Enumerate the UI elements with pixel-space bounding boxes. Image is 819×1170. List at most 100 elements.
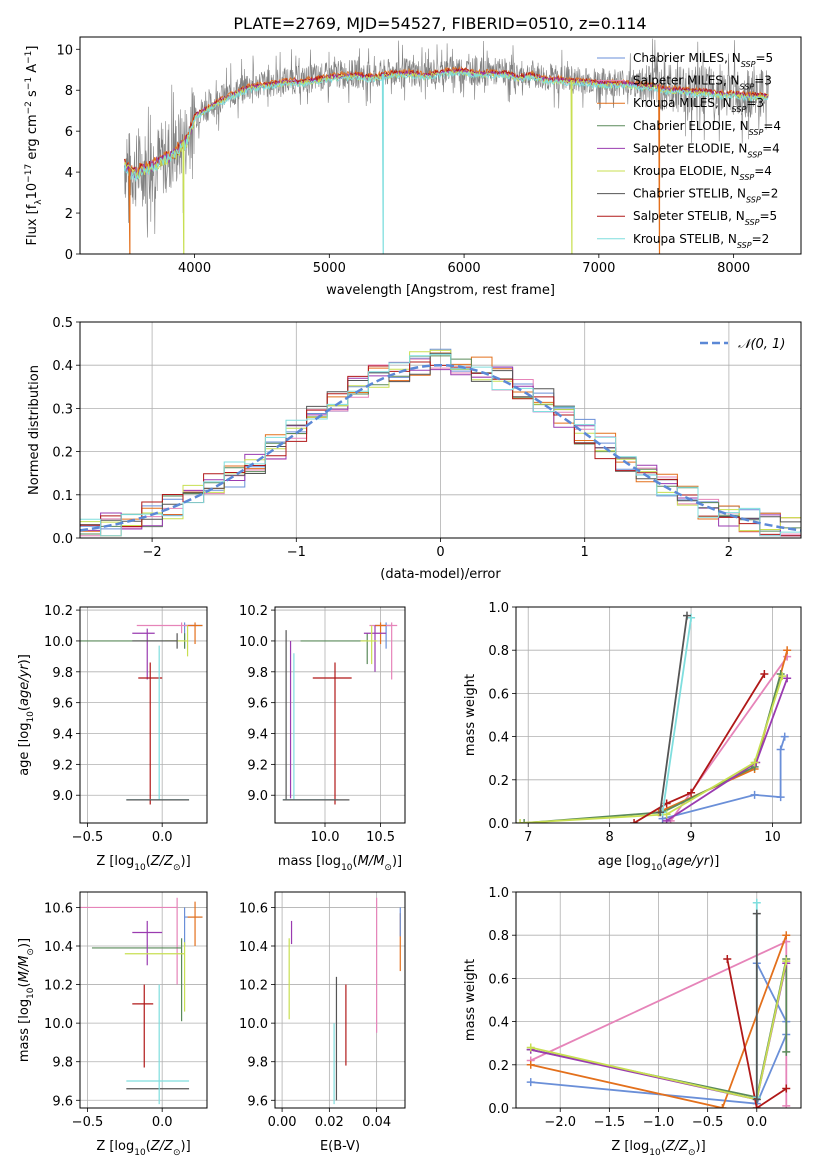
x-tick-label: 0.0 bbox=[152, 1115, 173, 1130]
legend-entry: Salpeter ELODIE, NSSP=4 bbox=[633, 141, 780, 159]
y-tick-label: 10.0 bbox=[239, 635, 268, 650]
y-tick-label: 9.8 bbox=[52, 666, 73, 681]
chart-mass_vs_Z: −0.5 0.0 9.6 9.8 10.0 10.2 10.4 10.6 Z [log10(Z/… bbox=[17, 891, 208, 1158]
y-tick-label: 9.6 bbox=[247, 1094, 268, 1109]
weight-point-marker bbox=[752, 1104, 761, 1108]
weight-point-marker bbox=[760, 669, 769, 678]
x-axis-label: Z [log10(Z/Z⊙)] bbox=[96, 1139, 190, 1158]
x-tick-label: 0 bbox=[436, 545, 444, 560]
weight-series-line bbox=[633, 673, 766, 823]
weight-point-marker bbox=[780, 732, 789, 741]
y-tick-label: 0.5 bbox=[52, 316, 73, 331]
weight-point-marker bbox=[752, 898, 761, 907]
axes-frame bbox=[79, 606, 208, 824]
x-tick-label: 0.00 bbox=[268, 1115, 297, 1130]
weight-point-marker bbox=[782, 1101, 791, 1108]
figure-title: PLATE=2769, MJD=54527, FIBERID=0510, z=0… bbox=[233, 14, 646, 33]
plot-area bbox=[124, 38, 769, 254]
weight-series-line bbox=[520, 675, 784, 823]
x-axis-label: E(B-V) bbox=[320, 1139, 360, 1154]
weight-series-line bbox=[666, 677, 789, 822]
x-tick-label: −0.5 bbox=[72, 830, 104, 845]
axes-frame bbox=[274, 891, 406, 1109]
y-tick-label: 0.8 bbox=[488, 929, 509, 944]
weight-point-marker bbox=[687, 788, 696, 797]
y-tick-label: 0.0 bbox=[488, 1102, 509, 1117]
axes-frame bbox=[274, 606, 406, 824]
weight-point-marker bbox=[656, 808, 665, 817]
weight-series-line bbox=[661, 617, 692, 813]
y-tick-label: 0 bbox=[65, 248, 73, 263]
weight-point-marker bbox=[630, 819, 639, 823]
y-axis-label: mass weight bbox=[463, 674, 478, 756]
y-tick-label: 6 bbox=[65, 125, 73, 140]
spectrum-legend: Chabrier MILES, NSSP=5 Salpeter MILES, NS… bbox=[597, 51, 781, 249]
weight-point-marker bbox=[776, 745, 785, 754]
y-tick-label: 10.0 bbox=[44, 635, 73, 650]
x-tick-label: 7 bbox=[524, 830, 532, 845]
x-tick-label: 1 bbox=[581, 545, 589, 560]
x-tick-label: −0.5 bbox=[692, 1115, 724, 1130]
y-tick-label: 10.4 bbox=[44, 940, 73, 955]
chart-weight_vs_age: 7 8 9 10 0.0 0.2 0.4 0.6 0.8 1.0 age [log10(age/yr… bbox=[463, 601, 802, 873]
x-axis-label: mass [log10(M/M⊙)] bbox=[278, 854, 402, 873]
y-tick-label: 10.0 bbox=[239, 1017, 268, 1032]
y-axis-label: mass weight bbox=[463, 959, 478, 1041]
y-axis-label: mass [log10(M/M⊙)] bbox=[17, 938, 36, 1062]
y-tick-label: 9.8 bbox=[247, 1056, 268, 1071]
legend-entry: Salpeter STELIB, NSSP=5 bbox=[633, 209, 777, 227]
plot-area bbox=[516, 611, 792, 823]
spectrum-dropout bbox=[381, 73, 384, 254]
x-tick-label: 7000 bbox=[582, 261, 615, 276]
y-tick-label: 10.4 bbox=[239, 940, 268, 955]
plot-area bbox=[80, 897, 203, 1105]
gaussian-reference-line bbox=[80, 363, 801, 532]
axes-frame bbox=[515, 606, 802, 824]
chart-weight_vs_Z: −2.0 −1.5 −1.0 −0.5 0.0 0.0 0.2 0.4 0.6 0.8 1.0 Z [… bbox=[463, 886, 802, 1158]
weight-point-marker bbox=[723, 954, 732, 963]
y-tick-label: 10.6 bbox=[44, 901, 73, 916]
weight-point-marker bbox=[750, 758, 759, 767]
legend-entry: Kroupa ELODIE, NSSP=4 bbox=[633, 164, 772, 182]
x-axis-label: age [log10(age/yr)] bbox=[598, 854, 720, 873]
x-tick-label: −1 bbox=[287, 545, 306, 560]
x-axis-label: wavelength [Angstrom, rest frame] bbox=[326, 283, 555, 298]
y-axis-label: age [log10(age/yr)] bbox=[17, 654, 36, 776]
y-tick-label: 9.6 bbox=[52, 697, 73, 712]
legend-entry: Salpeter MILES, NSSP=3 bbox=[633, 74, 772, 92]
weight-point-marker bbox=[752, 1095, 761, 1104]
weight-point-marker bbox=[516, 819, 525, 823]
residual-histogram-line bbox=[80, 353, 801, 537]
chart-age_vs_mass: 10.0 10.5 9.0 9.2 9.4 9.6 9.8 10.0 10.2 mass [log… bbox=[239, 604, 406, 873]
y-tick-label: 10.2 bbox=[239, 604, 268, 619]
weight-point-marker bbox=[750, 790, 759, 799]
spectrum-dropout bbox=[570, 79, 573, 254]
x-tick-label: 0.02 bbox=[315, 1115, 344, 1130]
x-tick-label: 5000 bbox=[313, 261, 346, 276]
legend-entry: Chabrier STELIB, NSSP=2 bbox=[633, 187, 778, 205]
y-tick-label: 10.0 bbox=[44, 1017, 73, 1032]
weight-series-line bbox=[530, 934, 788, 1108]
y-tick-label: 0.6 bbox=[488, 972, 509, 987]
chart-spectrum: 4000 5000 6000 7000 8000 0 2 4 6 8 10 Chabrier MILE… bbox=[24, 36, 802, 298]
legend-entry: 𝒩(0, 1) bbox=[738, 337, 785, 352]
x-tick-label: 0.0 bbox=[746, 1115, 767, 1130]
spectrum-dropout bbox=[182, 141, 185, 254]
plot-area bbox=[80, 348, 801, 537]
chart-age_vs_Z: −0.5 0.0 9.0 9.2 9.4 9.6 9.8 10.0 10.2 Z [log10(Z… bbox=[17, 604, 208, 873]
legend-entry: Kroupa STELIB, NSSP=2 bbox=[633, 232, 769, 250]
x-tick-label: −0.5 bbox=[72, 1115, 104, 1130]
weight-point-marker bbox=[526, 1043, 535, 1052]
weight-point-marker bbox=[782, 931, 791, 940]
y-tick-label: 9.4 bbox=[247, 728, 268, 743]
plot-area bbox=[282, 622, 398, 805]
axes-frame bbox=[79, 891, 208, 1109]
y-tick-label: 0.0 bbox=[52, 532, 73, 547]
y-tick-label: 0.8 bbox=[488, 644, 509, 659]
x-axis-label: Z [log10(Z/Z⊙)] bbox=[96, 854, 190, 873]
y-tick-label: 9.0 bbox=[247, 789, 268, 804]
x-tick-label: 10.5 bbox=[366, 830, 395, 845]
x-tick-label: −2 bbox=[143, 545, 162, 560]
legend-entry: Kroupa MILES, NSSP=3 bbox=[633, 96, 764, 114]
